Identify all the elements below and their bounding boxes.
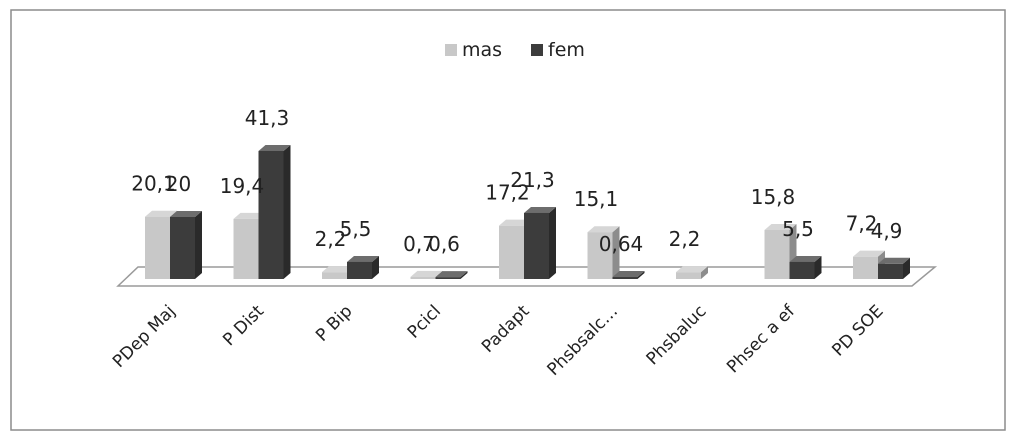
legend-swatch-mas xyxy=(445,44,457,56)
bar-mas-5 xyxy=(587,226,620,279)
value-label-fem-5: 0,64 xyxy=(599,232,644,256)
bar-fem-1 xyxy=(258,144,291,279)
value-label-mas-4: 17,2 xyxy=(485,181,530,205)
bars-layer xyxy=(145,144,910,279)
value-labels-layer: 20,120 19,441,32,25,50,70,617,221,315,10,… xyxy=(131,106,902,256)
value-label-fem-8: 4,9 xyxy=(871,219,903,243)
bar-fem-7 xyxy=(789,255,822,279)
value-label-mas-1: 19,4 xyxy=(220,174,265,198)
bar-mas-6 xyxy=(676,266,708,279)
value-label-mas-7: 15,8 xyxy=(751,185,796,209)
value-label-fem-1: 41,3 xyxy=(245,106,290,130)
value-label-mas-6: 2,2 xyxy=(669,227,701,251)
bar-fem-8 xyxy=(878,257,910,279)
bar-fem-2 xyxy=(347,255,379,279)
legend-swatch-fem xyxy=(531,44,543,56)
bar-fem-0 xyxy=(170,211,202,279)
legend-label-mas: mas xyxy=(462,39,502,61)
bar-fem-4 xyxy=(524,206,556,279)
value-label-mas-8: 7,2 xyxy=(846,212,878,236)
value-label-fem-0: 20 xyxy=(166,172,191,196)
legend: mas fem xyxy=(445,39,585,61)
bar-fem-3 xyxy=(435,271,468,279)
value-label-fem-4: 21,3 xyxy=(510,168,555,192)
value-label-mas-3: 0,7 xyxy=(403,232,435,256)
value-label-fem-7: 5,5 xyxy=(782,217,814,241)
value-label-fem-3: 0,6 xyxy=(428,232,460,256)
legend-label-fem: fem xyxy=(548,39,585,61)
value-label-mas-0: 20,1 xyxy=(131,172,176,196)
value-label-mas-5: 15,1 xyxy=(574,187,619,211)
value-label-mas-2: 2,2 xyxy=(315,227,347,251)
bar-fem-5 xyxy=(612,271,645,279)
value-label-fem-2: 5,5 xyxy=(340,217,372,241)
